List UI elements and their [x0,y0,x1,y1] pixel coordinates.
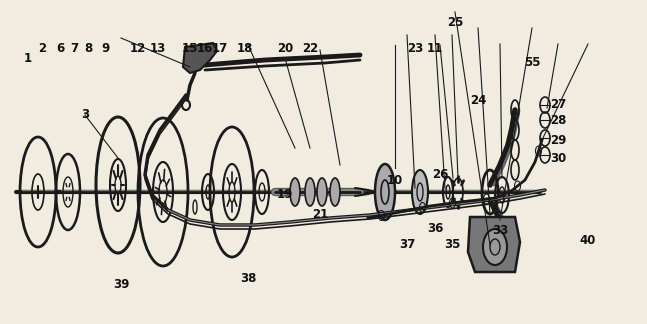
Text: 3: 3 [81,109,89,122]
Text: 8: 8 [84,41,92,54]
Text: 2: 2 [38,41,46,54]
Ellipse shape [412,170,428,214]
Text: 26: 26 [432,168,448,181]
Text: 16: 16 [197,41,214,54]
Ellipse shape [290,178,300,206]
Text: 40: 40 [580,234,596,247]
Text: 22: 22 [302,41,318,54]
Text: 29: 29 [550,133,566,146]
Text: 15: 15 [182,41,198,54]
Text: 18: 18 [237,41,253,54]
Ellipse shape [317,178,327,206]
Text: 20: 20 [277,41,293,54]
Text: 24: 24 [470,94,486,107]
Polygon shape [183,43,217,73]
Text: 6: 6 [56,41,64,54]
Text: 23: 23 [407,41,423,54]
Text: 38: 38 [240,272,256,284]
Text: 30: 30 [550,152,566,165]
Text: 12: 12 [130,41,146,54]
Text: 9: 9 [101,41,109,54]
Text: 33: 33 [492,224,508,237]
Text: 36: 36 [427,222,443,235]
Text: 7: 7 [70,41,78,54]
Text: 10: 10 [387,173,403,187]
Text: 55: 55 [524,55,540,68]
Text: 28: 28 [550,113,566,126]
Text: 39: 39 [113,279,129,292]
Text: 27: 27 [550,98,566,111]
Text: 13: 13 [150,41,166,54]
Text: 19: 19 [277,189,293,202]
Ellipse shape [305,178,315,206]
Ellipse shape [483,229,507,265]
Ellipse shape [330,178,340,206]
Text: 11: 11 [427,41,443,54]
Text: 1: 1 [24,52,32,64]
Text: 37: 37 [399,238,415,251]
Text: 17: 17 [212,41,228,54]
Text: 25: 25 [447,16,463,29]
Text: 35: 35 [444,238,460,251]
Polygon shape [468,217,520,272]
Ellipse shape [375,164,395,220]
Text: 21: 21 [312,209,328,222]
